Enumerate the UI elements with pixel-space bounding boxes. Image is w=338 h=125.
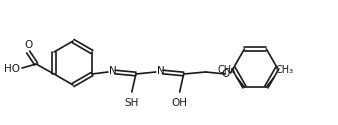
Text: HO: HO <box>4 64 20 74</box>
Text: O: O <box>24 40 32 50</box>
Text: CH₃: CH₃ <box>217 65 236 75</box>
Text: OH: OH <box>172 98 188 108</box>
Text: N: N <box>157 66 165 76</box>
Text: CH₃: CH₃ <box>275 65 293 75</box>
Text: N: N <box>109 66 117 76</box>
Text: SH: SH <box>125 98 139 108</box>
Text: O: O <box>221 69 230 79</box>
